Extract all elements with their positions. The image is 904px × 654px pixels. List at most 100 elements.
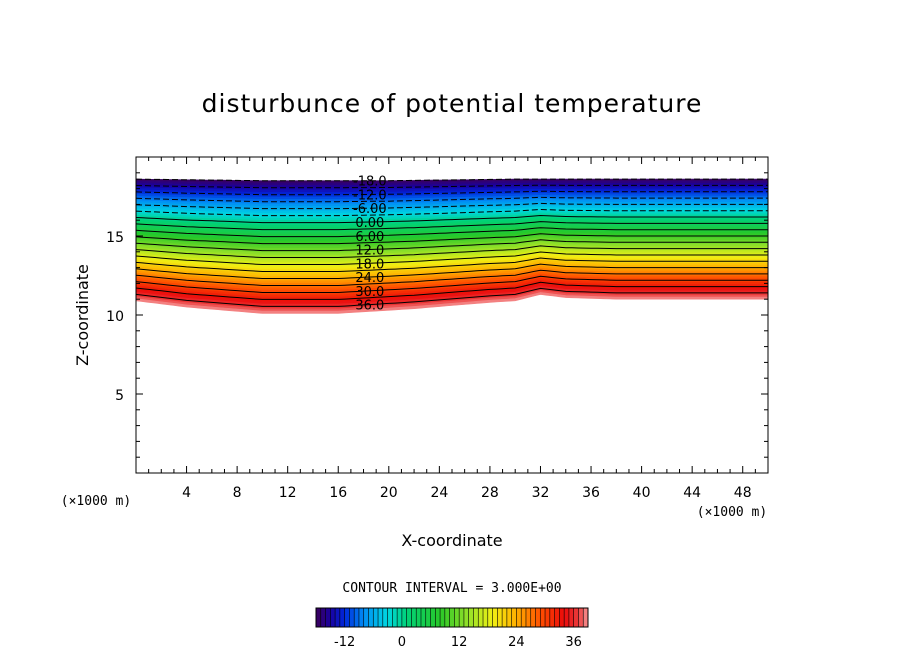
colorbar: -12 0 12 24 36	[315, 607, 589, 650]
contour-fill-layer	[135, 178, 769, 314]
colorbar-segment	[411, 608, 417, 627]
x-tick-label: 8	[233, 485, 242, 501]
colorbar-segment	[335, 608, 341, 627]
colorbar-segment	[573, 608, 579, 627]
contour-line	[135, 221, 768, 231]
x-tick-label: 32	[532, 485, 550, 501]
contour-line	[135, 251, 768, 265]
contour-interval-text: CONTOUR INTERVAL = 3.000E+00	[342, 581, 561, 596]
contour-label: -12.0	[353, 188, 387, 203]
colorbar-segment	[559, 608, 565, 627]
contour-label-layer: -18.0-12.0-6.000.006.0012.018.024.030.03…	[353, 175, 387, 314]
colorbar-segment	[530, 608, 536, 627]
contour-label: 6.00	[355, 230, 384, 245]
x-tick-label: 24	[430, 485, 448, 501]
colorbar-segment	[358, 608, 365, 627]
y-axis-label: Z-coordinate	[73, 264, 92, 366]
colorbar-segment	[511, 608, 517, 627]
contour-label: 0.00	[355, 216, 384, 231]
colorbar-segment	[502, 608, 508, 627]
colorbar-segment	[487, 608, 493, 627]
colorbar-segment	[554, 608, 560, 627]
contour-line	[135, 202, 768, 210]
contour-line	[135, 196, 768, 203]
colorbar-segment	[506, 608, 512, 627]
x-tick-label: 12	[279, 485, 297, 501]
x-tick-label: 16	[329, 485, 347, 501]
colorbar-segment	[320, 608, 326, 627]
colorbar-tick-label: 24	[508, 635, 525, 650]
colorbar-segment	[564, 608, 570, 627]
colorbar-segment	[549, 608, 555, 627]
colorbar-segment	[416, 608, 422, 627]
colorbar-segment	[454, 608, 460, 627]
colorbar-tick-label: 0	[398, 635, 406, 650]
colorbar-segment	[316, 608, 322, 627]
contour-label: -6.00	[353, 202, 387, 217]
contour-label: 12.0	[355, 244, 384, 259]
colorbar-segment	[368, 608, 374, 627]
contour-line	[135, 281, 768, 300]
x-unit-label-right: (×1000 m)	[697, 505, 767, 520]
contour-line	[135, 233, 768, 245]
colorbar-segment	[459, 608, 465, 627]
contour-label: 24.0	[355, 271, 384, 286]
contour-line	[135, 190, 768, 196]
colorbar-segment	[406, 608, 412, 627]
colorbar-segment	[521, 608, 527, 627]
colorbar-segment	[449, 608, 455, 627]
contour-label: 18.0	[355, 257, 384, 272]
x-tick-label: 40	[633, 485, 651, 501]
contour-line	[135, 287, 768, 307]
colorbar-segment	[444, 608, 450, 627]
x-tick-label: 28	[481, 485, 499, 501]
colorbar-frame	[315, 607, 589, 628]
colorbar-segment	[540, 608, 546, 627]
colorbar-segment	[363, 608, 369, 627]
colorbar-segment	[516, 608, 522, 627]
colorbar-segment	[483, 608, 489, 627]
colorbar-segment	[535, 608, 541, 627]
x-unit-label-left: (×1000 m)	[61, 494, 131, 509]
colorbar-segment	[435, 608, 441, 627]
colorbar-segment	[325, 608, 331, 627]
contour-label: 36.0	[355, 299, 384, 314]
colorbar-segment	[525, 608, 532, 627]
contour-line	[135, 214, 768, 224]
x-tick-label: 20	[380, 485, 398, 501]
colorbar-segment	[397, 608, 403, 627]
contour-line-layer	[135, 178, 768, 307]
colorbar-segment	[478, 608, 484, 627]
colorbar-segment	[492, 608, 498, 627]
colorbar-segment	[545, 608, 551, 627]
contour-line	[135, 245, 768, 258]
contour-line	[135, 275, 768, 293]
contour-label: 30.0	[355, 285, 384, 300]
colorbar-segment	[425, 608, 431, 627]
y-tick-label: 15	[106, 230, 124, 246]
y-tick-label: 10	[106, 309, 124, 325]
colorbar-segment	[578, 608, 584, 627]
colorbar-segment	[497, 608, 503, 627]
colorbar-segment	[401, 608, 407, 627]
colorbar-tick-label: 36	[565, 635, 582, 650]
colorbar-segment	[330, 608, 336, 627]
colorbar-segment	[430, 608, 436, 627]
colorbar-segment	[378, 608, 384, 627]
contour-label: -18.0	[353, 175, 387, 190]
colorbar-segment	[420, 608, 427, 627]
colorbar-segment	[349, 608, 355, 627]
colorbar-tick-label: -12	[334, 635, 355, 650]
contour-line	[135, 257, 768, 272]
x-axis-label: X-coordinate	[401, 531, 502, 550]
x-tick-label: 44	[683, 485, 701, 501]
x-tick-label: 36	[582, 485, 600, 501]
colorbar-segment	[440, 608, 446, 627]
colorbar-segment	[373, 608, 379, 627]
chart-title: disturbunce of potential temperature	[202, 89, 703, 118]
colorbar-tick-label: 12	[451, 635, 468, 650]
colorbar-segment	[344, 608, 350, 627]
colorbar-segment	[339, 608, 345, 627]
